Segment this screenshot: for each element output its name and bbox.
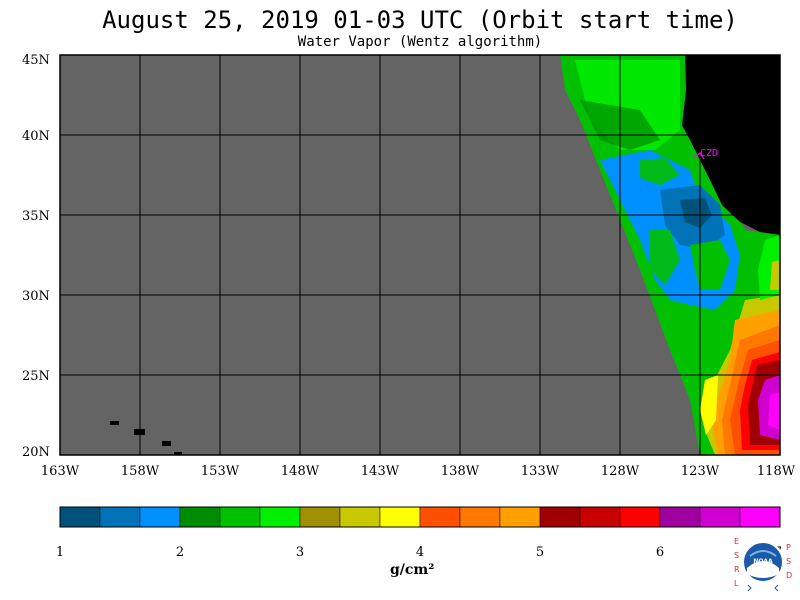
colorbar-swatch bbox=[379, 506, 421, 528]
lon-label: 153W bbox=[201, 464, 240, 479]
colorbar-swatch bbox=[619, 506, 661, 528]
colorbar-swatch bbox=[179, 506, 221, 528]
logo-letter: E bbox=[734, 537, 739, 546]
station-label: CZD bbox=[700, 148, 718, 159]
colorbar-tick-label: 1 bbox=[56, 545, 64, 560]
lat-label: 45N bbox=[22, 53, 50, 68]
lon-label: 148W bbox=[281, 464, 320, 479]
latitude-labels: 45N 40N 35N 30N 25N 20N bbox=[22, 53, 50, 460]
colorbar-swatch bbox=[699, 506, 741, 528]
colorbar-tick-label: 5 bbox=[536, 545, 544, 560]
map-title: August 25, 2019 01-03 UTC (Orbit start t… bbox=[102, 6, 738, 34]
colorbar-swatch bbox=[459, 506, 501, 528]
longitude-labels: 163W 158W 153W 148W 143W 138W 133W 128W … bbox=[41, 464, 796, 479]
colorbar-swatch bbox=[139, 506, 181, 528]
colorbar-swatch bbox=[499, 506, 541, 528]
lat-label: 30N bbox=[22, 289, 50, 304]
lon-label: 138W bbox=[441, 464, 480, 479]
colorbar-swatch bbox=[419, 506, 461, 528]
logo-letter: S bbox=[786, 557, 791, 566]
lon-label: 143W bbox=[361, 464, 400, 479]
colorbar-swatch bbox=[339, 506, 381, 528]
colorbar-swatch bbox=[259, 506, 301, 528]
lat-label: 40N bbox=[22, 129, 50, 144]
colorbar-tick-label: 4 bbox=[416, 545, 424, 560]
land-area bbox=[682, 55, 780, 235]
station-marker: CZD bbox=[693, 148, 718, 160]
logo-letter: D bbox=[786, 571, 792, 580]
colorbar-ticks: 1 2 3 4 5 6 7 bbox=[56, 545, 782, 560]
lon-label: 128W bbox=[601, 464, 640, 479]
colorbar-swatch bbox=[739, 506, 781, 528]
lon-label: 163W bbox=[41, 464, 80, 479]
colorbar-unit-label: g/cm² bbox=[390, 562, 435, 578]
colorbar-swatch bbox=[579, 506, 621, 528]
logo-letter: R bbox=[734, 565, 740, 574]
noaa-logo: E S R L P S D NOAA bbox=[734, 537, 792, 592]
noaa-text: NOAA bbox=[753, 558, 773, 565]
logo-letter: S bbox=[734, 551, 739, 560]
colorbar-swatch bbox=[299, 506, 341, 528]
colorbar-swatch bbox=[659, 506, 701, 528]
lat-label: 35N bbox=[22, 209, 50, 224]
colorbar-frame bbox=[59, 506, 781, 528]
lon-label: 158W bbox=[121, 464, 160, 479]
logo-letter: L bbox=[734, 579, 739, 588]
data-swath bbox=[560, 55, 780, 455]
lon-label: 123W bbox=[681, 464, 720, 479]
lon-label: 118W bbox=[757, 464, 796, 479]
colorbar-swatch bbox=[99, 506, 141, 528]
logo-letter: P bbox=[786, 543, 791, 552]
colorbar-tick-label: 6 bbox=[656, 545, 664, 560]
colorbar bbox=[59, 506, 781, 528]
map-frame bbox=[59, 54, 781, 456]
colorbar-tick-label: 3 bbox=[296, 545, 304, 560]
colorbar-swatch bbox=[59, 506, 101, 528]
map-subtitle: Water Vapor (Wentz algorithm) bbox=[297, 34, 543, 50]
lat-label: 20N bbox=[22, 445, 50, 460]
graticule bbox=[60, 55, 780, 455]
colorbar-tick-label: 2 bbox=[176, 545, 184, 560]
lon-label: 133W bbox=[521, 464, 560, 479]
colorbar-swatch bbox=[219, 506, 261, 528]
colorbar-swatch bbox=[539, 506, 581, 528]
lat-label: 25N bbox=[22, 369, 50, 384]
